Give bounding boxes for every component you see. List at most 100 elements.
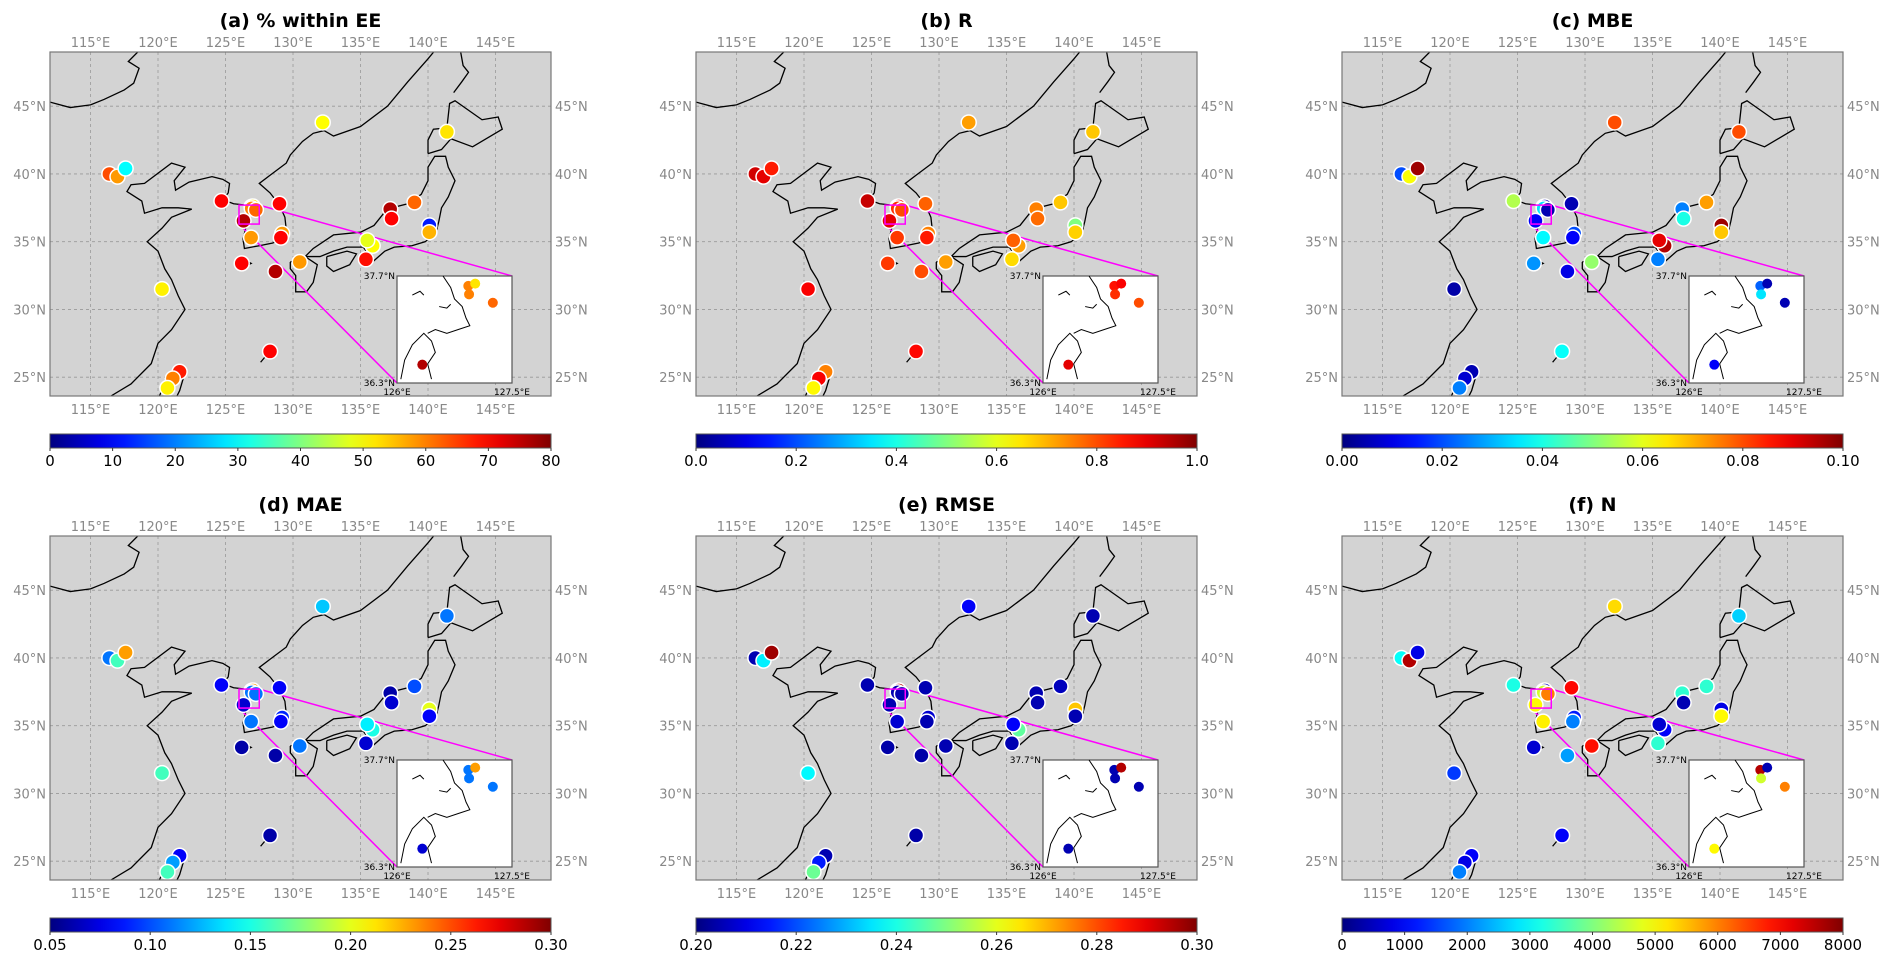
- lon-tick-label-bottom: 115°E: [1363, 887, 1403, 902]
- inset-coastline: [1085, 787, 1098, 793]
- station-marker: [406, 194, 423, 211]
- lat-tick-label-left: 25°N: [659, 371, 692, 386]
- station-marker: [1409, 644, 1426, 661]
- inset-left-lon-label: 126°E: [383, 872, 411, 882]
- lon-tick-label-bottom: 130°E: [919, 403, 959, 418]
- zoom-connector-line: [238, 707, 398, 868]
- lon-tick-label-bottom: 115°E: [1363, 403, 1403, 418]
- colorbar-tick-label: 0: [45, 452, 55, 470]
- lat-tick-label-right: 45°N: [1201, 100, 1234, 115]
- station-marker: [1675, 210, 1692, 227]
- station-marker: [1445, 280, 1463, 298]
- lat-tick-label-right: 25°N: [555, 855, 588, 870]
- colorbar-tick-label: 0.28: [1080, 936, 1113, 954]
- lon-tick-label-top: 135°E: [987, 36, 1027, 51]
- inset-station-marker: [1709, 843, 1720, 854]
- zoom-connector-line: [259, 204, 513, 277]
- lon-tick-label-bottom: 115°E: [717, 403, 757, 418]
- lon-tick-label-top: 115°E: [717, 36, 757, 51]
- zoom-connector-line: [1530, 223, 1690, 384]
- lat-tick-label-right: 40°N: [1201, 652, 1234, 667]
- lat-tick-label-left: 45°N: [13, 100, 46, 115]
- station-marker: [213, 192, 230, 210]
- station-marker: [1534, 713, 1552, 730]
- zoom-box: [884, 688, 907, 709]
- lon-tick-label-top: 140°E: [1700, 36, 1740, 51]
- zoom-connector-line: [884, 223, 1044, 384]
- inset-station-marker: [1116, 278, 1127, 289]
- lat-tick-label-right: 45°N: [1847, 584, 1880, 599]
- colorbar: 0 1000 2000 3000 4000 5000 6000 7000 8000: [1337, 917, 1862, 954]
- station-marker: [859, 192, 876, 210]
- station-marker: [960, 114, 977, 131]
- lon-tick-label-bottom: 120°E: [1430, 887, 1470, 902]
- lat-tick-label-left: 30°N: [659, 303, 692, 318]
- lon-tick-label-top: 140°E: [408, 36, 448, 51]
- station-marker: [1649, 251, 1667, 268]
- inset-station-marker: [1709, 359, 1720, 370]
- lon-tick-label-top: 140°E: [1054, 520, 1094, 535]
- colorbar-tick-label: 30: [228, 452, 247, 470]
- coastline: [1342, 536, 1432, 593]
- colorbar-gradient: [1341, 433, 1844, 449]
- coastline: [176, 860, 185, 880]
- lat-tick-label-right: 35°N: [555, 236, 588, 251]
- inset-left-lon-label: 126°E: [383, 388, 411, 398]
- inset-station-marker: [1762, 278, 1773, 289]
- coastline: [1618, 250, 1650, 273]
- inset-left-lon-label: 126°E: [1029, 872, 1057, 882]
- coastline: [50, 536, 140, 593]
- lat-tick-label-right: 30°N: [555, 787, 588, 802]
- colorbar-tick-label: 2000: [1448, 936, 1486, 954]
- inset-station-marker: [470, 762, 481, 773]
- colorbar-tick-label: 0.15: [234, 936, 267, 954]
- inset-right-lon-label: 127.5°E: [1140, 872, 1176, 882]
- inset-bottom-lat-label: 36.3°N: [364, 379, 395, 389]
- lon-tick-label-top: 145°E: [1768, 520, 1808, 535]
- inset-station-marker: [1756, 773, 1767, 784]
- station-marker: [937, 737, 955, 755]
- inset-coastline: [1692, 816, 1728, 864]
- zoom-box: [1530, 204, 1553, 225]
- colorbar-tick-label: 0.8: [1085, 452, 1109, 470]
- coastline: [176, 376, 185, 396]
- coastline: [1342, 52, 1432, 109]
- inset-station-marker: [1779, 297, 1790, 308]
- inset-top-lat-label: 37.7°N: [1010, 272, 1041, 282]
- inset-top-lat-label: 37.7°N: [364, 756, 395, 766]
- colorbar-gradient: [695, 433, 1198, 449]
- colorbar-tick-label: 7000: [1761, 936, 1799, 954]
- station-marker: [242, 713, 260, 730]
- inset-bottom-lat-label: 36.3°N: [1656, 379, 1687, 389]
- colorbar-tick-label: 0.22: [779, 936, 812, 954]
- lon-tick-label-bottom: 115°E: [717, 887, 757, 902]
- lat-tick-label-left: 40°N: [13, 652, 46, 667]
- inset-frame: [396, 759, 513, 868]
- colorbar-tick-label: 1000: [1386, 936, 1424, 954]
- station-marker: [907, 343, 925, 360]
- panel-title: (d) MAE: [258, 494, 342, 516]
- coastline: [453, 52, 470, 94]
- station-marker: [1052, 678, 1069, 695]
- inset-right-lon-label: 127.5°E: [494, 388, 530, 398]
- station-marker: [261, 343, 279, 360]
- zoom-box: [884, 204, 907, 225]
- station-marker: [1067, 707, 1084, 725]
- panel-title: (b) R: [920, 10, 973, 32]
- station-marker: [917, 679, 934, 696]
- inset-station-marker: [470, 278, 481, 289]
- inset-station-marker: [1116, 762, 1127, 773]
- station-marker: [1003, 251, 1021, 268]
- lon-tick-label-bottom: 115°E: [71, 403, 111, 418]
- lat-tick-label-left: 40°N: [659, 168, 692, 183]
- inset-station-marker: [1063, 843, 1074, 854]
- station-marker: [937, 253, 955, 271]
- station-marker: [213, 676, 230, 694]
- coastline: [822, 376, 831, 396]
- map-frame: [1341, 51, 1844, 397]
- coastline: [696, 536, 786, 593]
- panel-title: (c) MBE: [1552, 10, 1634, 32]
- lat-tick-label-left: 25°N: [13, 371, 46, 386]
- inset-right-lon-label: 127.5°E: [1786, 388, 1822, 398]
